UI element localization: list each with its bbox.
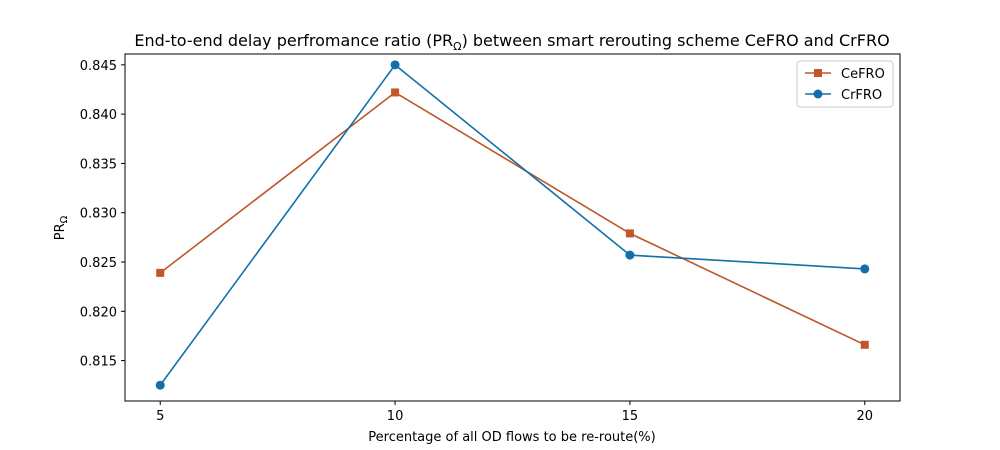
data-point-cefro bbox=[625, 229, 634, 238]
data-point-cefro bbox=[156, 268, 165, 277]
y-axis-label: PRΩ bbox=[53, 215, 70, 240]
legend-marker-cefro bbox=[814, 69, 822, 77]
legend-marker-crfro bbox=[813, 89, 823, 99]
series-line-cefro bbox=[159, 91, 866, 346]
plot-frame bbox=[124, 53, 901, 402]
legend-label-crfro: CrFRO bbox=[841, 88, 882, 103]
y-tick-label: 0.835 bbox=[80, 157, 117, 172]
y-tick-label: 0.830 bbox=[80, 207, 117, 222]
y-tick-label: 0.815 bbox=[80, 355, 117, 370]
legend-label-cefro: CeFRO bbox=[841, 67, 885, 82]
data-point-cefro bbox=[860, 340, 869, 349]
x-tick-label: 15 bbox=[622, 409, 639, 424]
y-tick-label: 0.825 bbox=[80, 256, 117, 271]
data-point-crfro bbox=[860, 264, 870, 274]
x-axis-label: Percentage of all OD flows to be re-rout… bbox=[368, 430, 655, 445]
series-line-crfro bbox=[159, 63, 865, 386]
x-tick-label: 10 bbox=[387, 409, 404, 424]
x-tick-label: 20 bbox=[856, 409, 873, 424]
chart-title: End-to-end delay perfromance ratio (PRΩ)… bbox=[134, 31, 889, 53]
legend: CeFRO CrFRO bbox=[796, 60, 894, 108]
y-tick-label: 0.820 bbox=[80, 305, 117, 320]
y-tick-label: 0.840 bbox=[80, 108, 117, 123]
data-point-crfro bbox=[625, 250, 635, 260]
x-axis-ticks: 5 10 15 20 bbox=[156, 401, 873, 424]
data-point-crfro bbox=[390, 60, 400, 70]
series-crfro bbox=[155, 60, 870, 390]
data-point-crfro bbox=[155, 380, 165, 390]
x-tick-label: 5 bbox=[156, 409, 164, 424]
y-axis-ticks: 0.815 0.820 0.825 0.830 0.835 0.840 0.845 bbox=[80, 59, 125, 370]
series-cefro bbox=[156, 88, 869, 349]
y-tick-label: 0.845 bbox=[80, 59, 117, 74]
series-layer bbox=[155, 60, 870, 390]
data-point-cefro bbox=[391, 88, 400, 97]
